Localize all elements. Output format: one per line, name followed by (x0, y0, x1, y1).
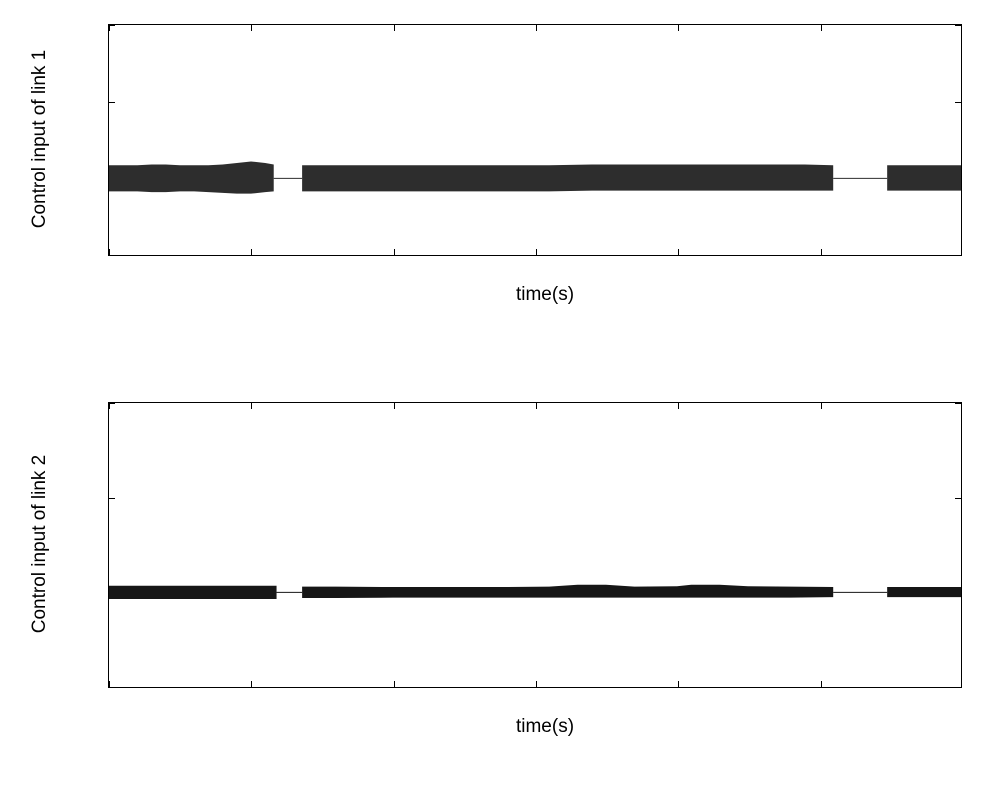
series-band (109, 403, 961, 687)
x-tick-label: 0.5 (238, 687, 264, 688)
x-axis-label: time(s) (495, 716, 595, 738)
x-tick-label: 1 (388, 687, 399, 688)
x-tick-label: 3 (958, 687, 962, 688)
x-tick-label: 0 (108, 687, 114, 688)
x-tick-label: 2 (673, 687, 684, 688)
y-axis-label: Control input of link 2 (29, 429, 51, 659)
plot-area: -5000500100000.511.522.53 (108, 402, 962, 688)
figure: -100010020000.511.522.53Control input of… (0, 0, 1000, 788)
chart2: -5000500100000.511.522.53Control input o… (0, 0, 1000, 788)
x-tick-label: 2.5 (807, 687, 833, 688)
x-tick-label: 1.5 (523, 687, 549, 688)
